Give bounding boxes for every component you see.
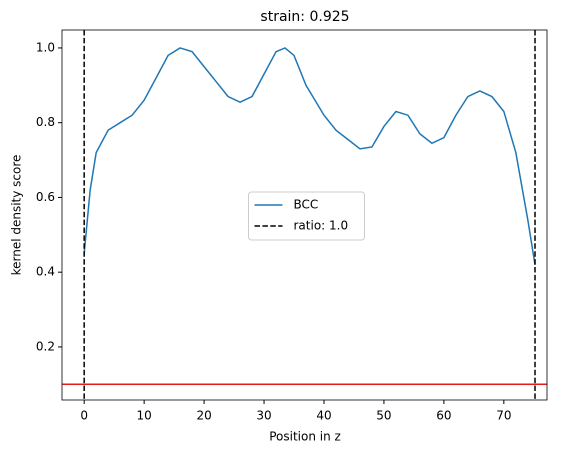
chart-title: strain: 0.925 <box>260 9 349 25</box>
x-tick-label: 50 <box>376 409 391 423</box>
legend-box <box>248 191 365 241</box>
x-tick-label: 0 <box>80 409 88 423</box>
x-tick-label: 10 <box>136 409 151 423</box>
x-tick-label: 70 <box>496 409 511 423</box>
y-tick-label: 1.0 <box>36 40 55 54</box>
legend-label: ratio: 1.0 <box>294 219 349 233</box>
y-tick-label: 0.6 <box>36 190 55 204</box>
x-axis-label: Position in z <box>269 430 341 444</box>
x-tick-label: 20 <box>196 409 211 423</box>
y-tick-label: 0.2 <box>36 339 55 353</box>
plot-frame <box>61 29 548 401</box>
y-tick-label: 0.4 <box>36 265 55 279</box>
y-axis-label: kernel density score <box>10 155 24 276</box>
y-tick-label: 0.8 <box>36 115 55 129</box>
x-tick-label: 30 <box>256 409 271 423</box>
line <box>83 47 536 265</box>
x-tick-label: 40 <box>316 409 331 423</box>
x-tick-label: 60 <box>436 409 451 423</box>
legend-label: BCC <box>294 198 319 212</box>
